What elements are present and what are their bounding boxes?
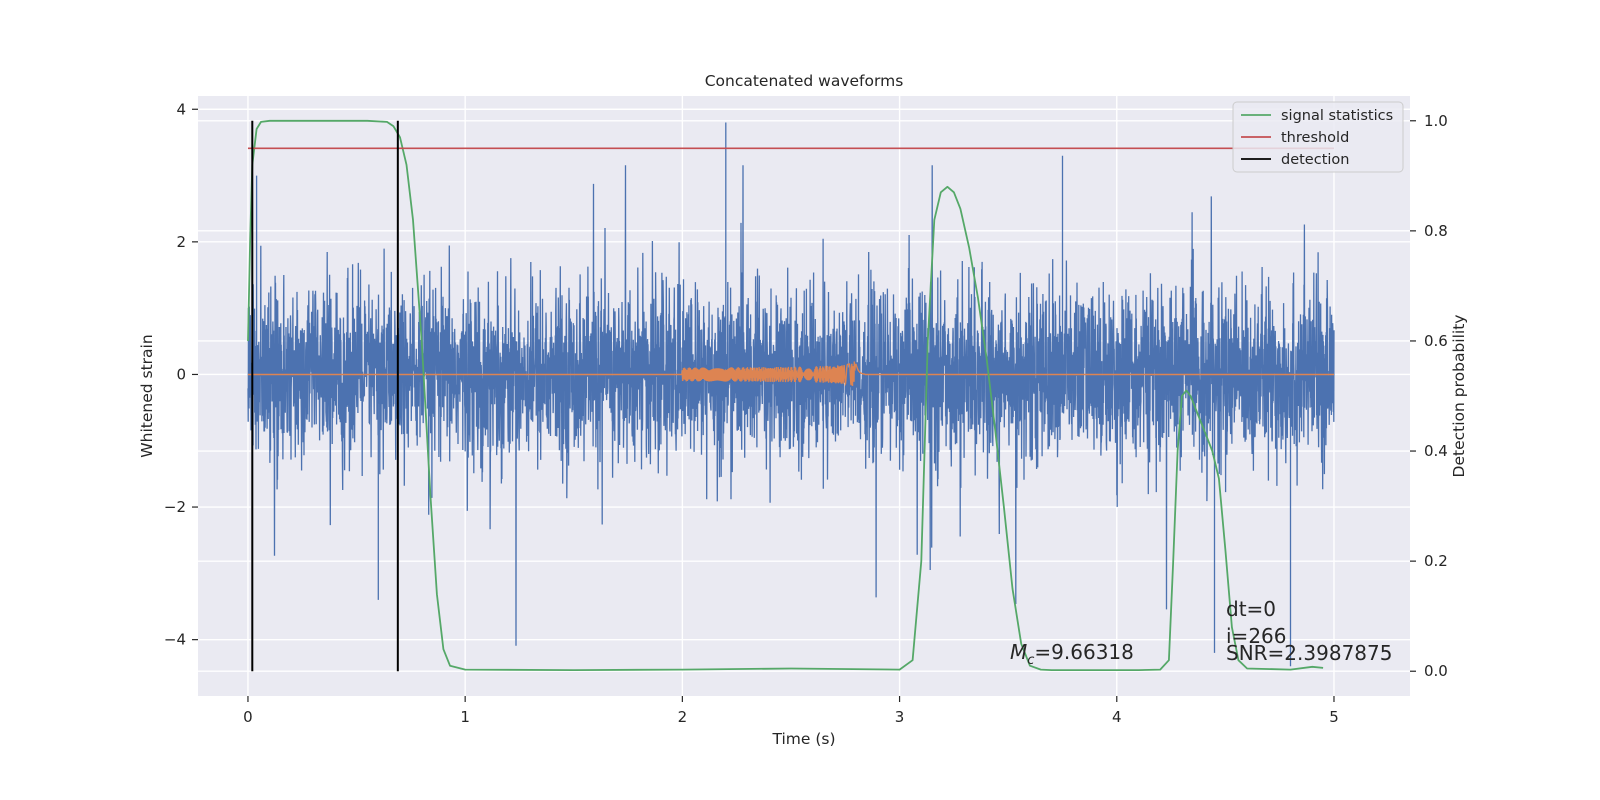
legend: signal statistics threshold detection (1232, 101, 1404, 173)
x-tick-label: 4 (1112, 708, 1122, 726)
legend-label: detection (1281, 152, 1349, 168)
signal-statistics-line (247, 119, 1324, 671)
x-tick-label: 5 (1329, 708, 1339, 726)
y-right-tick-label: 0.2 (1424, 552, 1448, 570)
legend-label: threshold (1281, 130, 1349, 146)
data-series (247, 119, 1335, 672)
x-tick-label: 0 (243, 708, 253, 726)
x-axis-label: Time (s) (771, 730, 835, 748)
y-left-tick-label: −4 (164, 631, 186, 649)
y-left-tick-label: 2 (176, 233, 186, 251)
legend-label: signal statistics (1281, 108, 1393, 124)
chirp-mass-annotation: Mc=9.66318 (1010, 640, 1134, 668)
y-left-tick-label: −2 (164, 498, 186, 516)
detection-lines (251, 120, 399, 672)
y-right-axis-label: Detection probability (1450, 315, 1468, 478)
y-left-tick-label: 4 (176, 100, 186, 118)
x-tick-label: 1 (460, 708, 470, 726)
legend-box (1232, 101, 1404, 173)
y-right-tick-label: 0.4 (1424, 442, 1448, 460)
x-tick-label: 3 (895, 708, 905, 726)
snr-annotation: SNR=2.3987875 (1226, 641, 1392, 665)
y-left-tick-label: 0 (176, 365, 186, 383)
y-right-tick-label: 1.0 (1424, 112, 1448, 130)
chart-title: Concatenated waveforms (705, 72, 904, 90)
axes: 0 1 2 3 4 5 −4 −2 0 2 4 0.0 0.2 0.4 0.6 0.8 1.0 (164, 100, 1448, 726)
y-right-tick-label: 0.8 (1424, 222, 1448, 240)
y-right-tick-label: 0.0 (1424, 662, 1448, 680)
y-right-tick-label: 0.6 (1424, 332, 1448, 350)
mc-symbol: M (1010, 640, 1027, 664)
mc-value: =9.66318 (1034, 640, 1133, 664)
noise-series-line (247, 122, 1335, 667)
mc-subscript: c (1027, 653, 1034, 668)
x-tick-label: 2 (678, 708, 688, 726)
y-left-axis-label: Whitened strain (138, 334, 156, 457)
dt-annotation: dt=0 (1226, 597, 1276, 621)
chirp-series-line (248, 361, 1334, 387)
index-annotation: i=266 (1226, 624, 1287, 648)
